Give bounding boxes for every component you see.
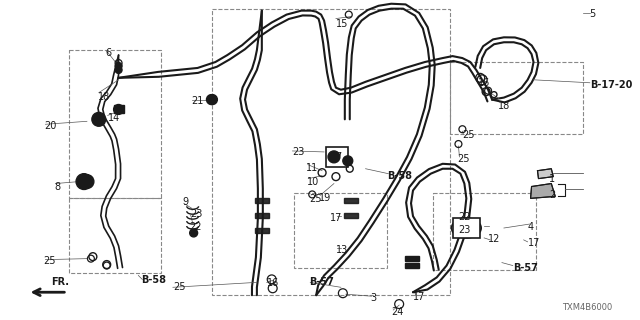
Bar [212,9,449,295]
Text: 20: 20 [44,121,57,131]
Circle shape [114,105,124,114]
Text: 4: 4 [527,222,534,232]
Text: 9: 9 [183,197,189,207]
Text: B-58: B-58 [387,171,412,181]
Text: 10: 10 [307,177,319,187]
Text: 3: 3 [371,293,376,303]
Text: 18: 18 [98,92,110,102]
Circle shape [115,62,122,69]
Text: 15: 15 [336,19,348,28]
Bar [452,218,480,238]
Text: B-57: B-57 [513,263,538,273]
Text: 17: 17 [330,213,342,223]
Text: 23: 23 [292,147,305,157]
Bar [449,62,583,134]
Text: 17: 17 [527,238,540,248]
Bar [294,193,387,268]
Bar [405,256,419,260]
Circle shape [92,112,106,126]
Text: 25: 25 [462,130,475,140]
Text: 14: 14 [108,113,120,124]
Text: B-17-20: B-17-20 [590,80,632,90]
Bar [114,106,124,113]
Text: 7: 7 [335,152,341,162]
Text: 19: 19 [319,193,332,204]
Polygon shape [538,169,554,179]
Bar [344,198,358,203]
Bar [344,213,358,218]
Text: B-58: B-58 [141,276,166,285]
Circle shape [80,175,94,188]
Text: 21: 21 [191,96,204,106]
Text: 25: 25 [44,256,56,266]
Text: 17: 17 [413,292,426,302]
Circle shape [343,156,353,166]
Bar [433,193,536,269]
Bar [69,198,161,274]
Text: 23: 23 [458,225,471,235]
Circle shape [207,95,216,105]
Text: B-57: B-57 [309,277,334,287]
Circle shape [328,151,340,163]
Text: TXM4B6000: TXM4B6000 [563,303,612,312]
Circle shape [189,229,198,237]
Text: 22: 22 [189,222,202,232]
Bar [405,263,419,268]
Circle shape [115,67,122,73]
Text: 12: 12 [488,234,500,244]
Text: 2: 2 [549,190,556,200]
Circle shape [207,95,218,105]
Text: 25: 25 [458,154,470,164]
Text: 24: 24 [391,307,404,317]
Text: 8: 8 [54,181,60,192]
Text: 13: 13 [336,245,348,255]
Bar [255,228,269,233]
Text: 25: 25 [173,282,186,292]
Polygon shape [531,184,556,198]
Text: 23: 23 [191,209,203,219]
Text: FR.: FR. [51,277,69,287]
Text: 1: 1 [549,174,556,184]
Bar [255,198,269,203]
Ellipse shape [452,218,481,238]
Text: 5: 5 [589,9,595,19]
Text: 18: 18 [498,100,510,110]
Bar [255,213,269,218]
Bar [69,50,161,198]
Text: 16: 16 [267,278,279,288]
Text: 11: 11 [307,163,319,173]
Bar [326,147,348,167]
Text: 25: 25 [309,195,322,204]
Text: 22: 22 [458,212,471,222]
Circle shape [76,174,92,189]
Text: 16: 16 [478,78,490,88]
Text: 6: 6 [106,48,112,58]
